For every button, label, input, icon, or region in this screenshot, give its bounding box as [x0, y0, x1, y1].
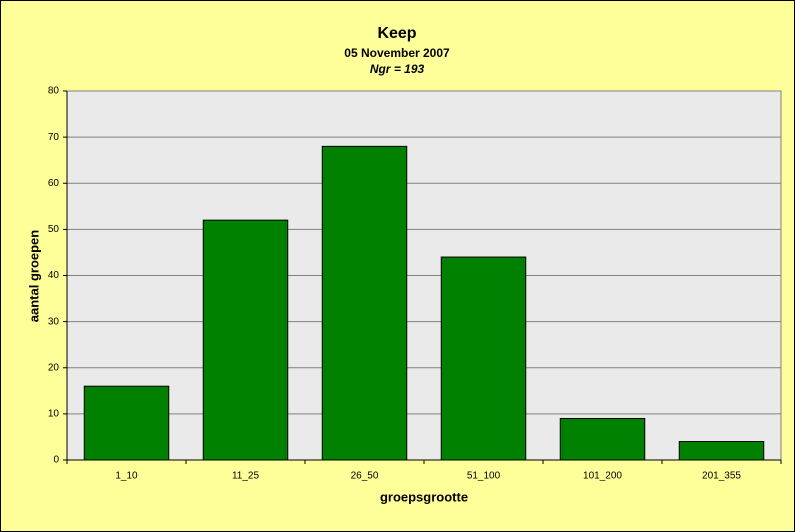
- chart-subtitle: 05 November 2007: [344, 46, 450, 60]
- y-tick-label: 50: [48, 224, 60, 235]
- y-axis-label: aantal groepen: [26, 230, 41, 323]
- y-tick-label: 70: [48, 132, 60, 143]
- y-tick-label: 60: [48, 178, 60, 189]
- x-tick-label: 101_200: [583, 471, 622, 482]
- annotation: Ngr = 193: [370, 62, 425, 76]
- x-tick-label: 51_100: [467, 471, 501, 482]
- x-tick-label: 1_10: [115, 471, 138, 482]
- bar: [202, 219, 289, 461]
- bar: [440, 256, 527, 461]
- y-tick-label: 0: [53, 455, 59, 466]
- x-tick-label: 11_25: [232, 471, 260, 482]
- x-tick-label: 26_50: [351, 471, 379, 482]
- x-axis-label: groepsgrootte: [380, 489, 468, 504]
- bar: [321, 145, 408, 461]
- bar: [559, 417, 646, 461]
- y-tick-label: 80: [48, 86, 60, 97]
- bar: [83, 385, 170, 461]
- y-tick-label: 10: [48, 409, 60, 420]
- bar: [678, 441, 765, 461]
- y-tick-label: 30: [48, 316, 60, 327]
- chart-title: Keep: [377, 25, 416, 42]
- y-tick-label: 20: [48, 362, 60, 373]
- y-tick-label: 40: [48, 270, 60, 281]
- x-tick-label: 201_355: [702, 471, 741, 482]
